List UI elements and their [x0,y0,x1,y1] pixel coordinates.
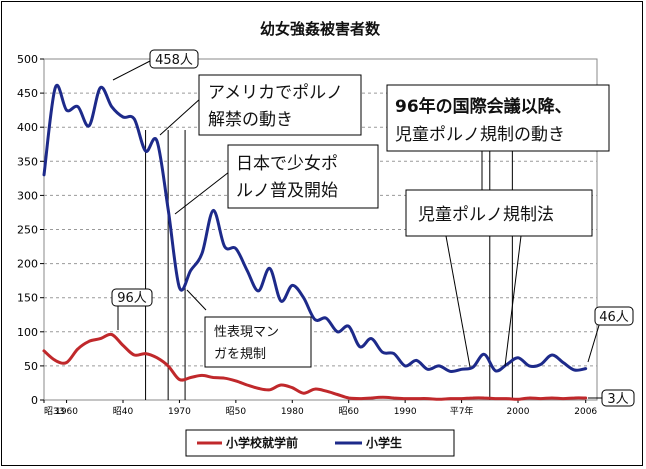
annotation-text: 458人 [155,53,193,68]
y-axis: 0 50 100 150 200 250 300 350 400 450 500 [17,53,44,407]
x-tick-label: 1960 [55,407,78,417]
x-tick-label: 昭50 [226,406,247,417]
annotation-box [594,306,634,326]
x-tick-label: 2006 [574,407,597,417]
annotation-text-line1: 性表現マン [214,325,279,340]
annotation-japan: 日本で少女ポ ルノ普及開始 [174,144,379,215]
y-tick-label: 500 [17,53,38,66]
x-tick-label: 1990 [394,407,417,417]
annotation-international: 96年の国際会議以降、 児童ポルノ規制の動き [386,84,610,190]
y-tick-label: 450 [17,87,38,100]
annotation-text: 96人 [117,291,147,306]
annotation-box [111,288,153,307]
annotation-text-line2: ルノ普及開始 [236,181,338,201]
annotation-pointer [174,171,230,215]
series-line-0 [42,332,588,401]
chart-title: 幼女強姦被害者数 [260,20,381,38]
annotation-box [227,144,379,209]
y-tick-label: 250 [17,224,38,237]
legend: 小学校就学前 小学生 [185,429,455,457]
x-tick-label: 昭33 [44,406,64,417]
annotation-text-line1: 96年の国際会議以降、 [395,96,572,117]
annotation-box [405,189,593,237]
x-tick-label: 平7年 [450,405,474,417]
y-tick-label: 200 [17,258,38,271]
x-tick-label: 昭60 [338,406,359,417]
y-tick-label: 150 [17,292,38,305]
x-tick-label: 1970 [168,407,191,417]
annotation-96: 96人 [111,288,153,330]
annotation-law: 児童ポルノ規制法 [405,189,593,368]
y-tick-label: 0 [31,394,38,407]
annotation-text-line2: 児童ポルノ規制の動き [395,125,565,145]
x-tick-label: 2000 [507,407,530,417]
annotation-text-line2: ガを規制 [214,347,266,362]
annotation-pointer [587,321,601,363]
annotation-text-line2: 解禁の動き [208,110,293,130]
annotation-458: 458人 [112,49,199,81]
annotation-text-line1: 日本で少女ポ [236,154,338,174]
y-tick-label: 50 [24,360,38,373]
x-tick-label: 昭40 [113,406,134,417]
annotation-manga: 性表現マン ガを規制 [186,289,312,368]
y-tick-label: 100 [17,326,38,339]
y-tick-label: 400 [17,121,38,134]
series-line-1 [42,83,588,373]
annotation-text: 3人 [607,392,628,407]
annotation-text: 児童ポルノ規制法 [418,205,554,225]
annotation-text-line1: アメリカでポルノ [208,83,343,103]
y-tick-label: 300 [17,189,38,202]
x-tick-label: 1980 [281,407,304,417]
annotation-box [386,84,610,152]
annotation-box [149,49,199,69]
annotation-3: 3人 [588,389,635,407]
legend-box [185,429,455,457]
annotation-box [204,316,312,368]
annotation-text: 46人 [599,310,629,325]
legend-label-0: 小学校就学前 [226,435,298,450]
annotation-46: 46人 [587,306,634,363]
annotation-america: アメリカでポルノ 解禁の動き [159,74,362,136]
annotation-pointer [112,59,153,81]
annotation-box [198,74,362,136]
annotation-pointer [159,97,202,136]
annotation-pointer [186,289,207,311]
legend-label-1: 小学生 [366,435,402,450]
annotation-box [601,389,635,407]
series-group [42,83,588,401]
y-tick-label: 350 [17,155,38,168]
annotation-pointer [504,235,522,367]
annotation-pointer [445,235,471,368]
